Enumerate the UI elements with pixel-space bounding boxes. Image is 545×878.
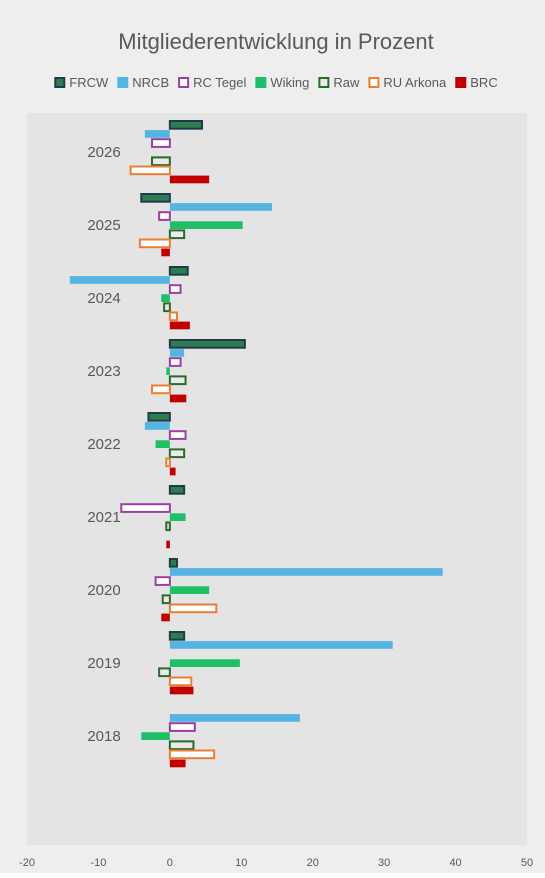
bar-rc-tegel-2026 [151, 138, 171, 148]
bar-brc-2026 [169, 175, 210, 184]
bar-ru-arkona-2019 [168, 676, 193, 687]
bar-brc-2018 [169, 759, 186, 768]
bar-brc-2024 [169, 321, 190, 330]
category-label: 2023 [87, 363, 120, 380]
bar-raw-2024 [163, 302, 171, 313]
legend-swatch-raw [318, 77, 330, 88]
bar-wiking-2021 [169, 513, 186, 521]
category-label: 2020 [87, 582, 120, 599]
category-label: 2018 [87, 728, 120, 745]
legend-label: Raw [333, 75, 360, 90]
bar-wiking-2019 [169, 659, 240, 667]
bar-wiking-2020 [169, 586, 210, 594]
bar-frcw-2021 [168, 485, 186, 495]
bar-rc-tegel-2023 [168, 357, 182, 367]
x-tick-label: 40 [449, 857, 461, 869]
bar-raw-2023 [168, 375, 187, 386]
x-axis-ticks: -20 -10 0 10 20 30 40 50 [19, 857, 533, 869]
legend-swatch-wiking [255, 77, 267, 88]
legend-label: FRCW [69, 75, 109, 90]
bar-nrcb-2019 [169, 641, 393, 649]
legend-label: BRC [470, 75, 497, 90]
x-tick-label: 50 [521, 857, 533, 869]
bar-frcw-2024 [168, 266, 189, 276]
chart-title: Mitgliederentwicklung in Prozent [118, 29, 434, 54]
bar-wiking-2024 [161, 294, 170, 302]
legend-label: Wiking [270, 75, 309, 90]
bar-rc-tegel-2021 [120, 503, 171, 513]
x-tick-label: 10 [235, 857, 247, 869]
bar-wiking-2018 [141, 732, 170, 740]
legend-swatch-rc-tegel [178, 77, 190, 88]
bar-nrcb-2020 [169, 568, 443, 576]
bar-nrcb-2018 [169, 714, 300, 722]
bar-brc-2019 [169, 686, 194, 695]
bar-nrcb-2022 [144, 422, 170, 430]
bar-raw-2022 [168, 448, 186, 459]
legend-label: NRCB [132, 75, 169, 90]
bar-wiking-2025 [169, 221, 243, 229]
category-label: 2021 [87, 509, 120, 526]
x-tick-label: -20 [19, 857, 35, 869]
bar-nrcb-2025 [169, 203, 272, 211]
bar-ru-arkona-2024 [168, 311, 179, 322]
legend-swatch-brc [455, 77, 467, 88]
bar-frcw-2019 [168, 631, 186, 641]
bar-nrcb-2024 [69, 276, 170, 284]
bar-rc-tegel-2018 [168, 722, 196, 732]
bar-brc-2023 [169, 394, 187, 403]
bar-brc-2022 [169, 467, 176, 476]
category-labels: 2026 2025 2024 2023 2022 2021 2020 2019 2018 [87, 144, 120, 745]
bar-raw-2018 [168, 740, 195, 751]
bar-frcw-2020 [168, 558, 179, 568]
bar-rc-tegel-2020 [154, 576, 171, 586]
bar-wiking-2023 [166, 367, 170, 375]
legend-swatch-frcw [54, 77, 66, 88]
bars [69, 120, 443, 768]
x-tick-label: 0 [167, 857, 173, 869]
category-label: 2022 [87, 436, 120, 453]
x-tick-label: -10 [90, 857, 106, 869]
bar-raw-2025 [168, 229, 186, 240]
legend-label: RU Arkona [383, 75, 447, 90]
bar-frcw-2026 [168, 120, 204, 130]
bar-frcw-2022 [147, 412, 171, 422]
bar-frcw-2023 [168, 339, 246, 349]
legend: FRCW NRCB RC Tegel Wiking Raw RU Arkona BRC [54, 75, 498, 90]
legend-swatch-ru-arkona [368, 77, 380, 88]
category-label: 2026 [87, 144, 120, 161]
plot-area [27, 113, 527, 845]
bar-brc-2025 [161, 248, 170, 257]
bar-ru-arkona-2022 [165, 457, 171, 468]
x-tick-label: 20 [307, 857, 319, 869]
bar-raw-2019 [158, 667, 171, 678]
bar-brc-2020 [161, 613, 170, 622]
category-label: 2019 [87, 655, 120, 672]
bar-raw-2026 [151, 156, 171, 167]
bar-ru-arkona-2018 [168, 749, 216, 760]
x-tick-label: 30 [378, 857, 390, 869]
bar-brc-2021 [166, 540, 170, 549]
bar-ru-arkona-2023 [151, 384, 171, 395]
bar-rc-tegel-2022 [168, 430, 187, 440]
bar-raw-2020 [161, 594, 171, 605]
category-label: 2025 [87, 217, 120, 234]
bar-frcw-2025 [140, 193, 171, 203]
bar-ru-arkona-2020 [168, 603, 218, 614]
bar-rc-tegel-2024 [168, 284, 182, 294]
bar-ru-arkona-2025 [138, 238, 171, 249]
bar-raw-2021 [165, 521, 171, 532]
legend-swatch-nrcb [117, 77, 129, 88]
bar-rc-tegel-2025 [158, 211, 171, 221]
bar-wiking-2022 [155, 440, 170, 448]
bar-ru-arkona-2026 [129, 165, 171, 176]
legend-label: RC Tegel [193, 75, 246, 90]
category-label: 2024 [87, 290, 120, 307]
bar-nrcb-2023 [169, 349, 185, 357]
bar-nrcb-2026 [144, 130, 170, 138]
